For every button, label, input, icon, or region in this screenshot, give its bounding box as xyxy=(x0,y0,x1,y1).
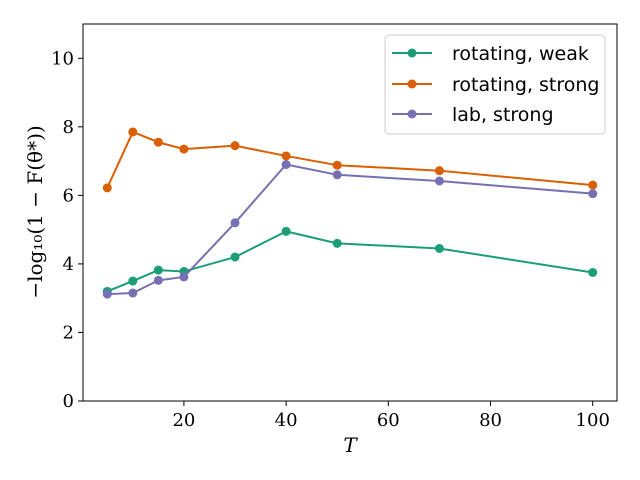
plot-frame xyxy=(82,23,618,402)
data-point-rotating-strong xyxy=(230,141,240,151)
y-axis-label: −log₁₀(1 − F(θ*)) xyxy=(23,125,47,298)
legend-entry-lab-strong: lab, strong xyxy=(392,104,554,126)
data-point-rotating-strong xyxy=(128,127,138,137)
data-point-lab-strong xyxy=(153,275,163,285)
data-point-lab-strong xyxy=(128,288,138,298)
data-point-rotating-weak xyxy=(434,243,444,253)
x-axis-label: T xyxy=(343,433,358,457)
y-tick-label: 6 xyxy=(63,185,74,206)
data-point-rotating-strong xyxy=(281,151,291,161)
data-point-rotating-strong xyxy=(102,183,112,193)
legend-box xyxy=(384,34,606,135)
data-point-lab-strong xyxy=(230,218,240,228)
data-point-lab-strong xyxy=(179,272,189,282)
legend-label: lab, strong xyxy=(452,104,554,126)
y-tick-label: 2 xyxy=(63,322,74,343)
x-tick-label: 40 xyxy=(275,410,298,431)
data-point-lab-strong xyxy=(332,170,342,180)
x-tick-label: 80 xyxy=(479,410,502,431)
data-point-lab-strong xyxy=(102,289,112,299)
data-point-rotating-weak xyxy=(230,252,240,262)
data-point-lab-strong xyxy=(434,176,444,186)
x-tick-label: 20 xyxy=(172,410,195,431)
data-point-rotating-weak xyxy=(153,265,163,275)
data-point-rotating-weak xyxy=(281,226,291,236)
data-point-rotating-weak xyxy=(332,238,342,248)
data-point-rotating-strong xyxy=(332,160,342,170)
data-point-rotating-strong xyxy=(588,180,598,190)
data-point-rotating-strong xyxy=(434,166,444,176)
legend-swatch-marker xyxy=(407,79,417,89)
data-point-rotating-strong xyxy=(179,144,189,154)
legend-entry-rotating-strong: rotating, strong xyxy=(392,74,600,96)
data-point-lab-strong xyxy=(588,189,598,199)
x-tick-label: 100 xyxy=(576,410,610,431)
x-tick-label: 60 xyxy=(377,410,400,431)
data-point-rotating-weak xyxy=(128,276,138,286)
data-point-rotating-weak xyxy=(588,267,598,277)
y-tick-label: 10 xyxy=(51,48,74,69)
y-tick-label: 4 xyxy=(63,254,74,275)
y-tick-label: 0 xyxy=(63,391,74,412)
legend: rotating, weak rotating, strong lab, str… xyxy=(384,34,606,135)
y-tick-label: 8 xyxy=(63,117,74,138)
legend-label: rotating, strong xyxy=(452,74,600,96)
legend-entry-rotating-weak: rotating, weak xyxy=(392,43,589,65)
plot-layer: 20 40 60 80 100 0 2 4 6 8 10 xyxy=(51,23,618,431)
data-point-rotating-strong xyxy=(153,137,163,147)
data-point-lab-strong xyxy=(281,160,291,170)
legend-label: rotating, weak xyxy=(452,43,589,65)
legend-swatch-marker xyxy=(407,48,417,58)
legend-swatch-marker xyxy=(407,109,417,119)
